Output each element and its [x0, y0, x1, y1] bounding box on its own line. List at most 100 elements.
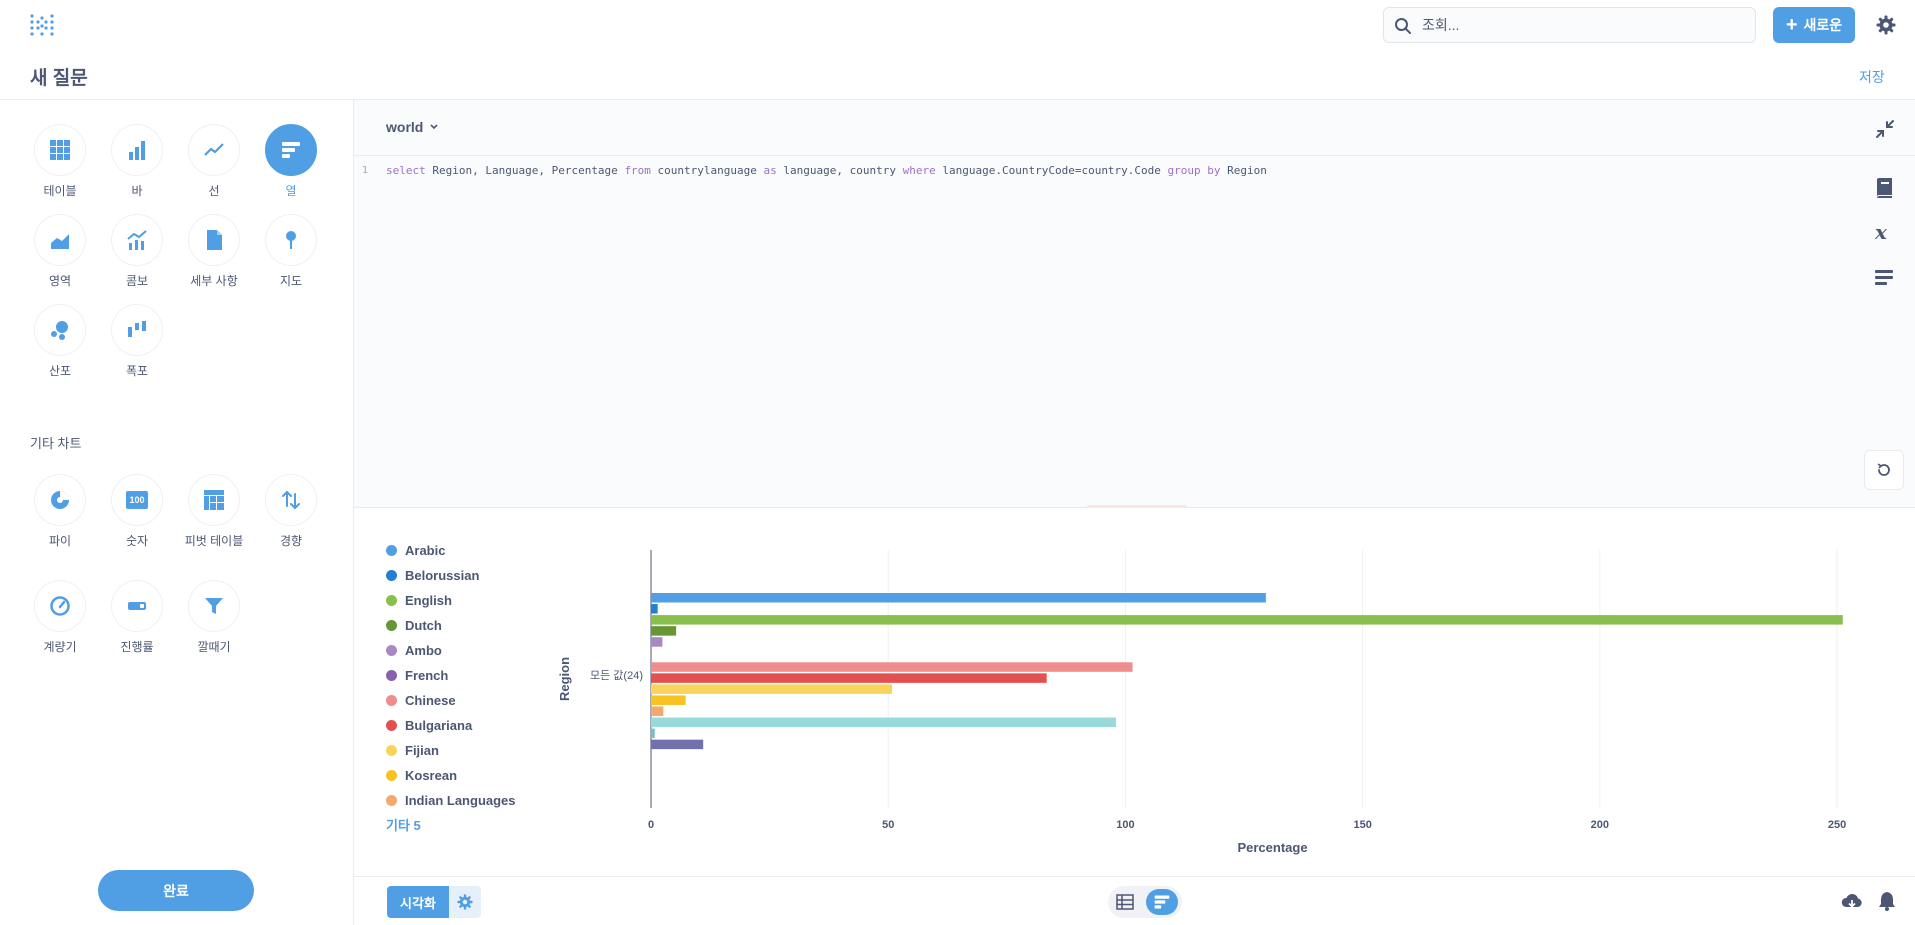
viz-option-detail[interactable]: 세부 사항 — [174, 214, 254, 289]
line-number: 1 — [362, 165, 369, 176]
question-header: 새 질문 저장 — [0, 50, 1915, 100]
new-button[interactable]: + 새로운 — [1773, 7, 1855, 43]
search-input[interactable] — [1422, 12, 1742, 38]
sql-code-line[interactable]: 1 select Region, Language, Percentage fr… — [354, 160, 1854, 182]
viz-option-label: 지도 — [279, 274, 303, 288]
sql-keyword: select — [386, 164, 426, 177]
viz-option-label: 숫자 — [125, 534, 149, 548]
viz-option-waterfall[interactable]: 폭포 — [97, 304, 177, 379]
viz-option-combo[interactable]: 콤보 — [97, 214, 177, 289]
metabase-logo-icon[interactable] — [29, 13, 55, 39]
legend-item[interactable]: English — [386, 588, 516, 613]
bar — [651, 739, 704, 750]
sql-text: Region — [1220, 164, 1267, 177]
viz-option-circle — [188, 474, 240, 526]
viz-option-area[interactable]: 영역 — [20, 214, 100, 289]
bar-chart-icon — [129, 141, 145, 160]
view-toggle[interactable] — [1108, 886, 1182, 918]
viz-option-circle — [265, 124, 317, 176]
viz-option-circle — [111, 580, 163, 632]
viz-option-circle — [34, 304, 86, 356]
data-reference-book-icon[interactable] — [1873, 177, 1895, 199]
viz-option-label: 열 — [285, 184, 297, 198]
search-icon — [1395, 18, 1411, 34]
search-box[interactable] — [1383, 7, 1756, 43]
legend-item[interactable]: Arabic — [386, 538, 516, 563]
legend-item[interactable]: Bulgariana — [386, 713, 516, 738]
x-tick-label: 200 — [1591, 819, 1609, 831]
legend-item[interactable]: Ambo — [386, 638, 516, 663]
viz-option-label: 콤보 — [125, 274, 149, 288]
y-category-label: 모든 값(24) — [590, 669, 643, 682]
legend-dot — [386, 770, 397, 781]
area-chart-icon — [51, 234, 69, 249]
refresh-button[interactable] — [1864, 450, 1904, 490]
visualize-button[interactable]: 시각화 — [387, 886, 449, 918]
sql-query-text[interactable]: select Region, Language, Percentage from… — [386, 160, 1267, 182]
database-selector[interactable]: world — [386, 119, 439, 135]
legend-item[interactable]: Dutch — [386, 613, 516, 638]
scatter-icon — [51, 321, 68, 340]
bar — [651, 593, 1266, 603]
gear-icon[interactable] — [1876, 15, 1896, 35]
viz-option-label: 세부 사항 — [190, 274, 238, 288]
done-button[interactable]: 완료 — [98, 870, 254, 911]
collapse-editor-icon[interactable] — [1875, 119, 1895, 139]
pie-chart-icon — [51, 491, 69, 509]
legend-item[interactable]: Indian Languages — [386, 788, 516, 813]
viz-option-row[interactable]: 열 — [251, 124, 331, 199]
viz-option-line[interactable]: 선 — [174, 124, 254, 199]
table-view-icon[interactable] — [1116, 893, 1134, 911]
sql-text: countrylanguage — [650, 164, 764, 177]
page-title: 새 질문 — [30, 68, 88, 89]
chart-settings-button[interactable] — [449, 886, 481, 918]
legend-label: Indian Languages — [405, 793, 516, 808]
legend-item[interactable]: Chinese — [386, 688, 516, 713]
legend-label: Fijian — [405, 743, 439, 758]
viz-option-scatter[interactable]: 산포 — [20, 304, 100, 379]
x-tick-label: 50 — [882, 819, 894, 831]
row-chart-icon — [282, 142, 300, 158]
snippets-icon[interactable] — [1873, 266, 1895, 288]
gauge-icon — [50, 596, 70, 616]
x-tick-label: 100 — [1116, 819, 1134, 831]
viz-option-gauge[interactable]: 계량기 — [20, 580, 100, 655]
legend-item[interactable]: Fijian — [386, 738, 516, 763]
viz-option-circle — [188, 214, 240, 266]
variables-icon[interactable]: x — [1873, 221, 1895, 243]
download-icon[interactable] — [1841, 892, 1863, 912]
viz-option-label: 폭포 — [125, 364, 149, 378]
sql-keyword: from — [624, 164, 651, 177]
number-icon-badge: 100 — [129, 495, 145, 505]
legend-item[interactable]: French — [386, 663, 516, 688]
bar — [651, 673, 1047, 683]
bell-icon[interactable] — [1878, 891, 1896, 911]
viz-option-table[interactable]: 테이블 — [20, 124, 100, 199]
legend-item[interactable]: Belorussian — [386, 563, 516, 588]
viz-option-label: 계량기 — [43, 640, 77, 654]
viz-option-bar[interactable]: 바 — [97, 124, 177, 199]
svg-text:x: x — [1874, 221, 1888, 243]
viz-option-number[interactable]: 100 숫자 — [97, 474, 177, 549]
viz-option-map[interactable]: 지도 — [251, 214, 331, 289]
sql-keyword: where — [902, 164, 936, 177]
viz-option-label: 바 — [131, 184, 143, 198]
viz-option-trend[interactable]: 경향 — [251, 474, 331, 549]
legend-item[interactable]: Kosrean — [386, 763, 516, 788]
viz-option-progress[interactable]: 진행률 — [97, 580, 177, 655]
sql-text: language, country — [776, 164, 903, 177]
bar — [651, 637, 663, 647]
viz-option-funnel[interactable]: 깔때기 — [174, 580, 254, 655]
legend-more-link[interactable]: 기타 5 — [386, 818, 421, 833]
viz-option-pie[interactable]: 파이 — [20, 474, 100, 549]
legend-dot — [386, 545, 397, 556]
bar — [651, 684, 893, 694]
legend-label: English — [405, 593, 452, 608]
other-charts-label: 기타 차트 — [30, 436, 82, 451]
save-button[interactable]: 저장 — [1859, 69, 1885, 85]
viz-option-pivot[interactable]: 피벗 테이블 — [174, 474, 254, 549]
plus-icon: + — [1785, 14, 1798, 36]
chart-view-button[interactable] — [1146, 889, 1178, 915]
line-chart-icon — [204, 143, 224, 156]
resize-handle[interactable] — [1087, 505, 1187, 509]
